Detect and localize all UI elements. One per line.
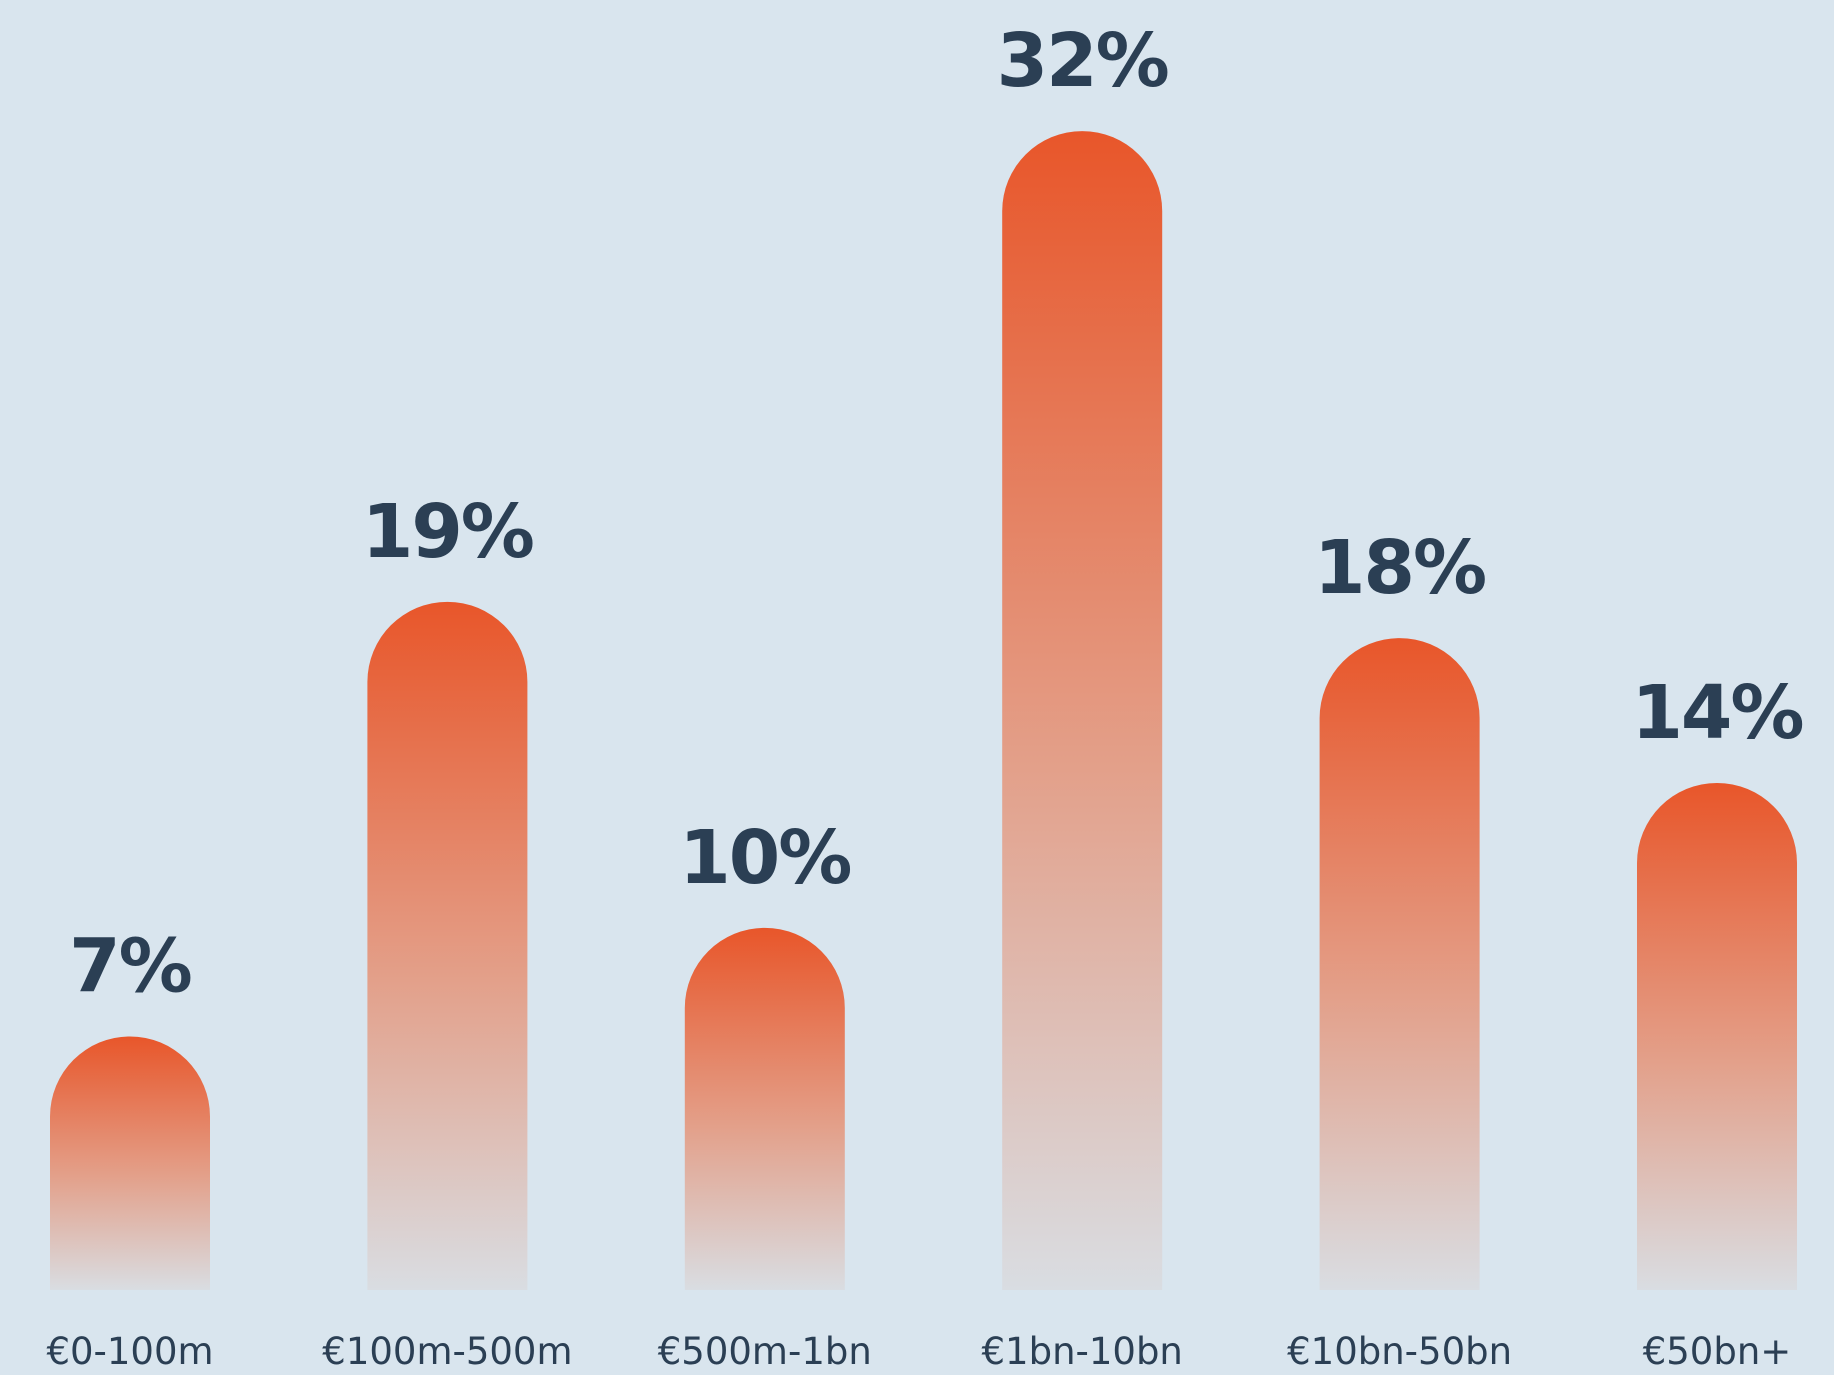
bar-100m-500m	[367, 601, 528, 1290]
category-label-100m-500m: €100m-500m	[322, 1330, 572, 1373]
category-label-500m-1bn: €500m-1bn	[658, 1330, 872, 1373]
bar-500m-1bn	[684, 927, 845, 1290]
bar-10bn-50bn	[1319, 638, 1480, 1290]
category-labels-layer: €0-100m €100m-500m €500m-1bn €1bn-10bn €10bn…	[46, 1330, 1791, 1373]
category-label-0-100m: €0-100m	[46, 1330, 213, 1373]
bars-layer	[50, 131, 1797, 1290]
data-label-10bn-50bn: 18%	[1314, 525, 1485, 611]
data-label-500m-1bn: 10%	[679, 815, 850, 901]
bar-50bn	[1637, 782, 1797, 1290]
bar-0-100m	[50, 1036, 210, 1290]
category-label-10bn-50bn: €10bn-50bn	[1287, 1330, 1512, 1373]
bar-1bn-10bn	[1002, 131, 1163, 1290]
data-label-100m-500m: 19%	[362, 489, 533, 575]
data-label-1bn-10bn: 32%	[997, 18, 1168, 104]
category-label-1bn-10bn: €1bn-10bn	[982, 1330, 1183, 1373]
data-label-50bn: 14%	[1631, 670, 1802, 756]
data-label-0-100m: 7%	[69, 923, 191, 1009]
category-label-50bn: €50bn+	[1643, 1330, 1792, 1373]
value-labels-layer: 7% 19% 10% 32% 18% 14%	[69, 18, 1804, 1009]
